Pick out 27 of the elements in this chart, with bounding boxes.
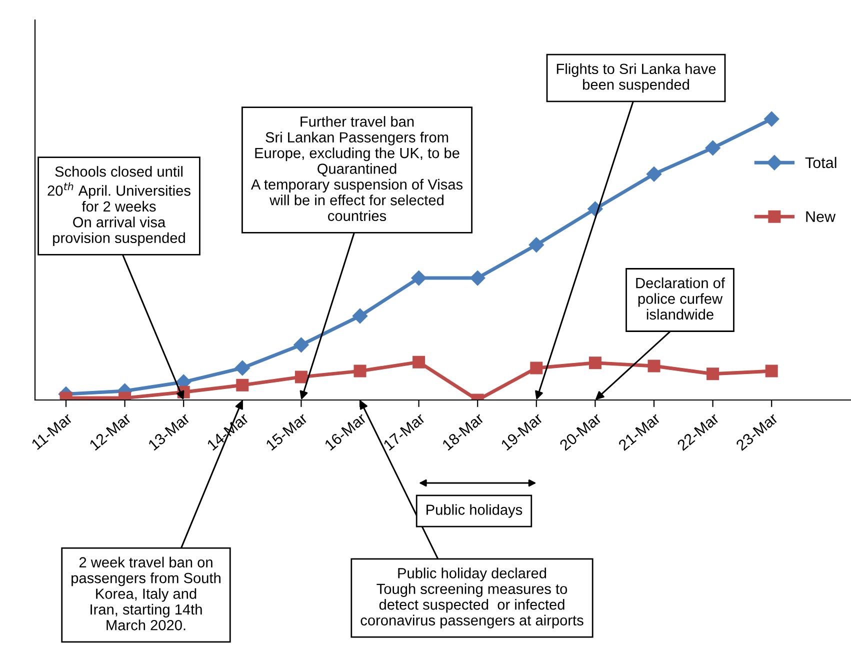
text: Public holidays bbox=[426, 504, 522, 518]
annotation: Declaration of police curfew islandwide bbox=[636, 277, 726, 320]
annotation: Further travel ban Sri Lankan Passengers from Europe, excluding the UK, to be Quarantined A temporary suspension of Visas will be in effect for selected countries bbox=[250, 116, 463, 222]
point bbox=[236, 378, 249, 392]
point bbox=[352, 308, 368, 324]
point bbox=[530, 362, 543, 374]
point bbox=[706, 368, 720, 380]
point bbox=[294, 337, 309, 352]
point bbox=[411, 270, 426, 286]
point bbox=[234, 360, 250, 376]
text: Flights to Sri Lanka have been suspended bbox=[556, 63, 716, 93]
point bbox=[412, 356, 426, 368]
legend-label: New bbox=[806, 211, 836, 222]
point bbox=[470, 270, 486, 286]
point bbox=[294, 370, 308, 384]
point bbox=[646, 166, 662, 182]
point bbox=[648, 360, 660, 372]
text: 2 week travel ban on passengers from South Korea, Italy and Iran, starting 14th March 2020. bbox=[72, 556, 220, 630]
point bbox=[354, 364, 366, 378]
point bbox=[765, 364, 778, 378]
point bbox=[705, 140, 720, 156]
legend-label: Total bbox=[805, 156, 836, 168]
annotation: Schools closed until 20$^{th}$ April. Universities for 2 weeks On arrival visa provision suspended bbox=[48, 166, 190, 246]
point bbox=[588, 356, 602, 370]
point bbox=[764, 111, 780, 127]
point bbox=[528, 237, 544, 252]
text: Public holiday declared Tough screening measures to detect suspected or infected coronavirus passengers at airports bbox=[360, 568, 584, 628]
